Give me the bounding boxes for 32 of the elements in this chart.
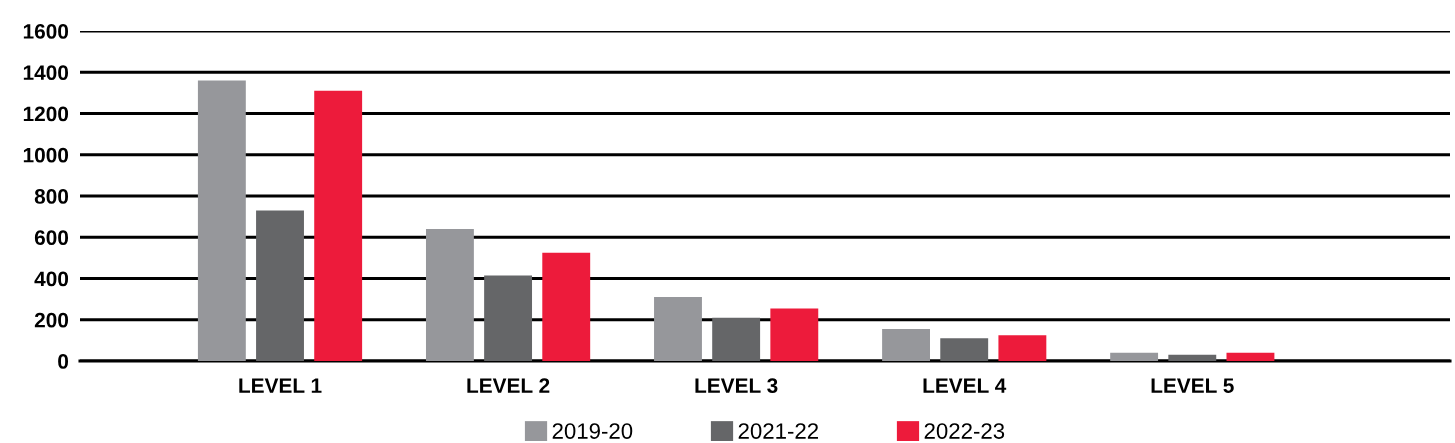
y-tick-label: 0: [58, 354, 69, 369]
y-tick-label: 1400: [23, 65, 69, 80]
bar: [1168, 354, 1217, 361]
legend-label: 2021-22: [738, 423, 818, 439]
bar: [1226, 352, 1275, 361]
x-tick-label: LEVEL 1: [239, 378, 322, 393]
y-tick-label: 1000: [23, 147, 69, 163]
y-tick-label: 800: [34, 189, 69, 204]
bar: [1110, 352, 1159, 361]
x-tick-label: LEVEL 4: [923, 378, 1007, 393]
x-tick-label: LEVEL 3: [695, 378, 778, 393]
y-tick-label: 1200: [23, 106, 69, 122]
x-tick-label: LEVEL 5: [1151, 378, 1234, 393]
legend-label: 2022-23: [924, 423, 1005, 439]
bar: [940, 338, 989, 361]
legend-label: 2019-20: [552, 423, 633, 439]
bar: [712, 317, 761, 361]
bar: [542, 252, 591, 361]
bar: [197, 80, 246, 361]
y-tick-label: 200: [34, 312, 69, 328]
bar: [425, 229, 474, 361]
y-tick-label: 600: [34, 230, 69, 245]
bar: [998, 335, 1047, 361]
bar: [654, 297, 702, 361]
y-tick-label: 1600: [23, 24, 69, 39]
bar: [314, 90, 363, 361]
y-tick-label: 400: [34, 271, 69, 287]
bar: [770, 308, 819, 361]
bar: [882, 329, 931, 361]
x-tick-label: LEVEL 2: [467, 378, 550, 393]
bar: [256, 210, 304, 361]
bar: [484, 275, 533, 361]
